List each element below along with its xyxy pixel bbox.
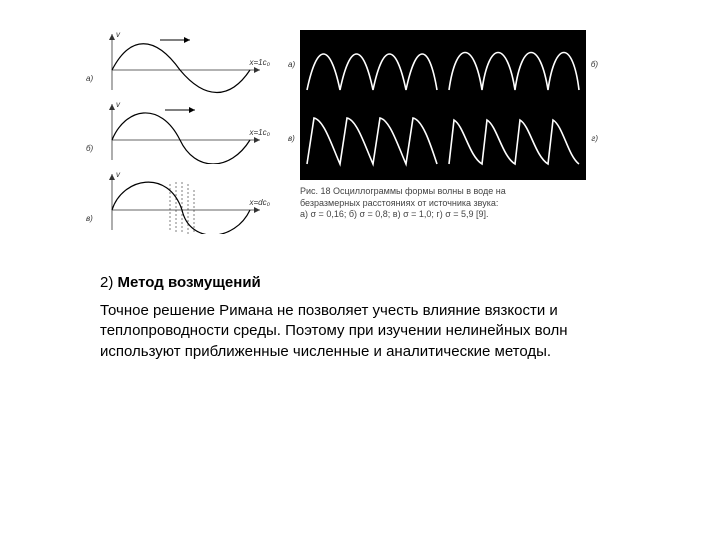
- osc-label-b: б): [591, 60, 598, 69]
- row-label-b: б): [86, 144, 93, 153]
- y-label-c: v: [116, 170, 120, 179]
- figure-row: а) v x=1c₀ б) v x=1c₀: [100, 30, 670, 234]
- wave-svg-a: [100, 30, 270, 94]
- right-label-b: x=1c₀: [250, 128, 271, 137]
- row-label-c: в): [86, 214, 93, 223]
- slide: а) v x=1c₀ б) v x=1c₀: [0, 0, 720, 540]
- wave-plot-a: а) v x=1c₀: [100, 30, 270, 94]
- curve-c: [112, 182, 250, 234]
- osc-cell-a: [302, 32, 442, 104]
- left-wave-diagrams: а) v x=1c₀ б) v x=1c₀: [100, 30, 270, 234]
- caption-line-1: Рис. 18 Осциллограммы формы волны в воде…: [300, 186, 506, 196]
- curve-a: [112, 44, 250, 93]
- wave-svg-c: [100, 170, 270, 234]
- osc-cell-c: [302, 106, 442, 178]
- oscillogram-figure: а) б) в) г) Рис. 18 Осциллограммы формы …: [300, 30, 586, 234]
- oscillogram-grid: [300, 30, 586, 180]
- wave-svg-b: [100, 100, 270, 164]
- osc-label-a: а): [288, 60, 295, 69]
- y-label-b: v: [116, 100, 120, 109]
- caption-line-2: безразмерных расстояниях от источника зв…: [300, 198, 498, 208]
- y-label-a: v: [116, 30, 120, 39]
- osc-label-c: в): [288, 134, 295, 143]
- heading-title: Метод возмущений: [118, 274, 261, 291]
- row-label-a: а): [86, 74, 93, 83]
- right-label-c: x=dc₀: [250, 198, 271, 207]
- osc-cell-d: [444, 106, 584, 178]
- section-heading: 2) Метод возмущений: [100, 274, 670, 291]
- osc-cell-b: [444, 32, 584, 104]
- heading-number: 2): [100, 274, 113, 291]
- caption-line-3: а) σ = 0,16; б) σ = 0,8; в) σ = 1,0; г) …: [300, 209, 489, 219]
- oscillogram-caption: Рис. 18 Осциллограммы формы волны в воде…: [300, 186, 584, 221]
- curve-b: [112, 113, 250, 164]
- osc-label-d: г): [591, 134, 598, 143]
- body-paragraph: Точное решение Римана не позволяет учест…: [100, 301, 640, 362]
- wave-plot-b: б) v x=1c₀: [100, 100, 270, 164]
- right-label-a: x=1c₀: [250, 58, 271, 67]
- wave-plot-c: в) v x=dc₀: [100, 170, 270, 234]
